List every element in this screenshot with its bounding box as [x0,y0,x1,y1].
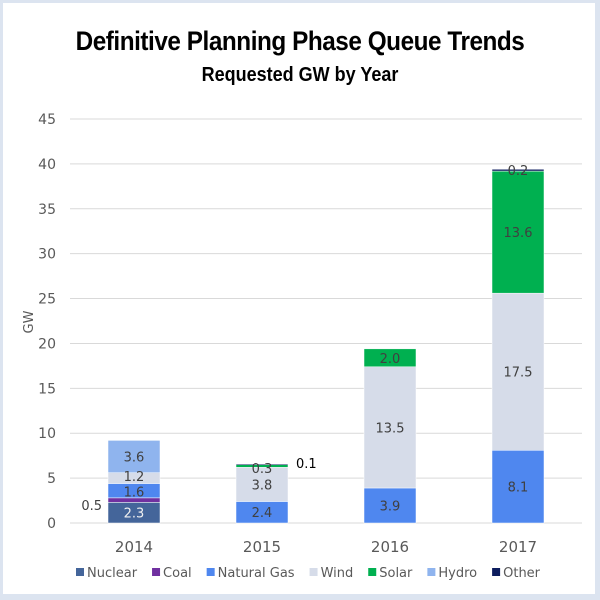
y-tick-label: 0 [47,516,56,532]
y-axis-label: GW [22,310,37,333]
x-tick-label: 2017 [499,538,537,556]
bar-segment-2016-solar [363,348,417,368]
x-tick-label: 2014 [115,538,153,556]
legend-item-hydro: Hydro [427,566,477,581]
legend-label: Natural Gas [218,566,295,581]
legend-swatch [76,568,84,576]
bar-segment-2017-wind [491,292,545,451]
data-label: 1.6 [124,486,145,501]
bar-segment-2014-hydro [107,440,161,473]
legend-item-natural-gas: Natural Gas [206,566,295,581]
data-label: 2.3 [124,507,145,522]
legend-swatch [492,568,501,576]
y-tick-label: 40 [38,157,56,173]
data-label: 2.4 [252,506,273,521]
y-tick-label: 45 [38,112,56,128]
y-tick-label: 20 [38,336,56,352]
bar-segment-2015-other [235,463,289,465]
legend-swatch [152,568,161,576]
bar-segment-2017-natural-gas [491,450,545,524]
legend-swatch [427,568,436,576]
data-label: 1.2 [124,470,145,485]
legend-label: Other [503,566,541,581]
data-label: 2.0 [380,352,401,367]
legend-item-other: Other [492,566,541,581]
x-axis-ticks: 2014 2015 2016 2017 [115,538,537,556]
y-tick-label: 25 [38,292,56,308]
legend-label: Solar [379,566,413,581]
data-label: 3.6 [124,451,145,466]
legend-item-solar: Solar [368,566,413,581]
bar-segment-2017-solar [491,170,545,294]
y-tick-label: 10 [38,426,56,442]
legend-label: Hydro [438,566,477,581]
data-label: 3.8 [252,478,273,493]
legend-label: Wind [321,566,354,581]
legend-item-wind: Wind [309,566,354,581]
y-axis-ticks: 0 5 10 15 20 25 30 35 40 45 [38,112,56,532]
y-tick-label: 15 [38,381,56,397]
legend-label: Nuclear [87,566,138,581]
legend-swatch [309,568,318,576]
bar-segment-2015-wind [235,467,289,502]
bars [107,169,545,524]
legend-label: Coal [163,566,192,581]
data-label: 0.1 [296,457,317,472]
x-tick-label: 2016 [371,538,409,556]
legend-swatch [206,568,215,576]
data-label: 0.5 [81,499,102,514]
data-label: 0.2 [508,164,529,179]
x-tick-label: 2015 [243,538,281,556]
data-label: 13.6 [504,226,533,241]
chart-title: Definitive Planning Phase Queue Trends [75,26,525,56]
legend-item-coal: Coal [152,566,192,581]
legend-swatch [368,568,377,576]
bar-segment-2017-other [491,169,545,172]
y-tick-label: 30 [38,247,56,263]
data-label: 3.9 [380,499,401,514]
data-label: 0.3 [252,462,273,477]
data-label: 13.5 [376,421,405,436]
data-labels: 2.3 0.5 1.61.2 3.6 2.4 3.80.3 0.1 3.9 13.5 2.0 8.1… [81,164,532,522]
bar-segment-2016-wind [363,366,417,489]
y-tick-label: 5 [47,471,56,487]
legend-item-nuclear: Nuclear [76,566,138,581]
chart-subtitle: Requested GW by Year [201,64,399,86]
y-tick-label: 35 [38,202,56,218]
legend: Nuclear Coal Natural Gas Wind Solar Hydro Othe… [76,566,541,581]
data-label: 17.5 [504,366,533,381]
data-label: 8.1 [508,481,529,496]
